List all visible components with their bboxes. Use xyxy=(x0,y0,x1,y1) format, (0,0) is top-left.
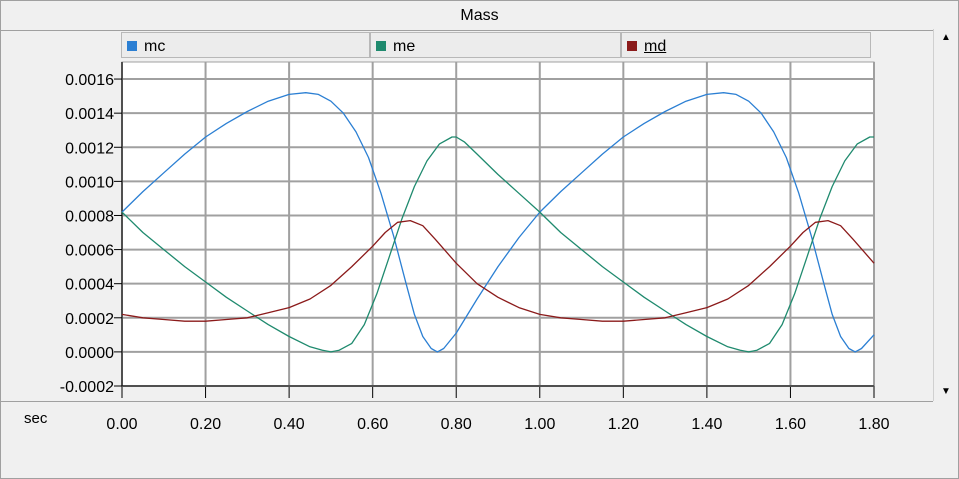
y-tick-label: -0.0002 xyxy=(60,379,114,396)
x-tick-label: 1.20 xyxy=(608,416,639,433)
x-tick-label: 1.00 xyxy=(524,416,555,433)
chart-title: Mass xyxy=(1,1,958,31)
legend: mc me md xyxy=(121,32,871,58)
x-tick-label: 0.40 xyxy=(274,416,305,433)
y-tick-label: 0.0008 xyxy=(65,208,114,225)
x-tick-label: 1.60 xyxy=(775,416,806,433)
axis-divider xyxy=(0,401,933,402)
y-tick-label: 0.0012 xyxy=(65,140,114,157)
x-axis-unit-label: sec xyxy=(24,410,48,427)
legend-swatch-md xyxy=(627,41,637,51)
legend-item-me[interactable]: me xyxy=(370,32,621,58)
scroll-down-arrow-icon[interactable]: ▼ xyxy=(941,386,951,397)
y-tick-label: 0.0014 xyxy=(65,106,114,123)
scroll-up-arrow-icon[interactable]: ▲ xyxy=(941,32,951,43)
series-line-md xyxy=(121,219,875,322)
legend-swatch-mc xyxy=(127,41,137,51)
legend-item-mc[interactable]: mc xyxy=(121,32,370,58)
x-tick-label: 0.80 xyxy=(441,416,472,433)
plot-area: 0.00 0.20 0.40 0.60 0.80 1.00 1.20 1.40 1.60 1.80… xyxy=(60,61,890,433)
legend-label-mc: mc xyxy=(144,38,166,55)
plot-background xyxy=(121,61,875,387)
legend-label-me: me xyxy=(393,38,416,55)
x-tick-label: 0.20 xyxy=(190,416,221,433)
legend-label-md: md xyxy=(644,38,667,55)
x-tick-label: 0.00 xyxy=(106,416,137,433)
y-tick-label: 0.0000 xyxy=(65,345,114,362)
x-tick-label: 1.80 xyxy=(858,416,889,433)
legend-item-md[interactable]: md xyxy=(621,32,871,58)
y-tick-label: 0.0006 xyxy=(65,243,114,260)
x-tick-label: 0.60 xyxy=(357,416,388,433)
y-tick-label: 0.0010 xyxy=(65,174,114,191)
legend-swatch-me xyxy=(376,41,386,51)
x-tick-label: 1.40 xyxy=(691,416,722,433)
y-tick-label: 0.0004 xyxy=(65,277,114,294)
series-line-mc xyxy=(121,92,875,353)
y-tick-label: 0.0016 xyxy=(65,72,114,89)
y-tick-label: 0.0002 xyxy=(65,311,114,328)
vertical-scrollbar[interactable]: ▲ ▼ xyxy=(933,29,958,401)
series-line-me xyxy=(121,136,874,353)
